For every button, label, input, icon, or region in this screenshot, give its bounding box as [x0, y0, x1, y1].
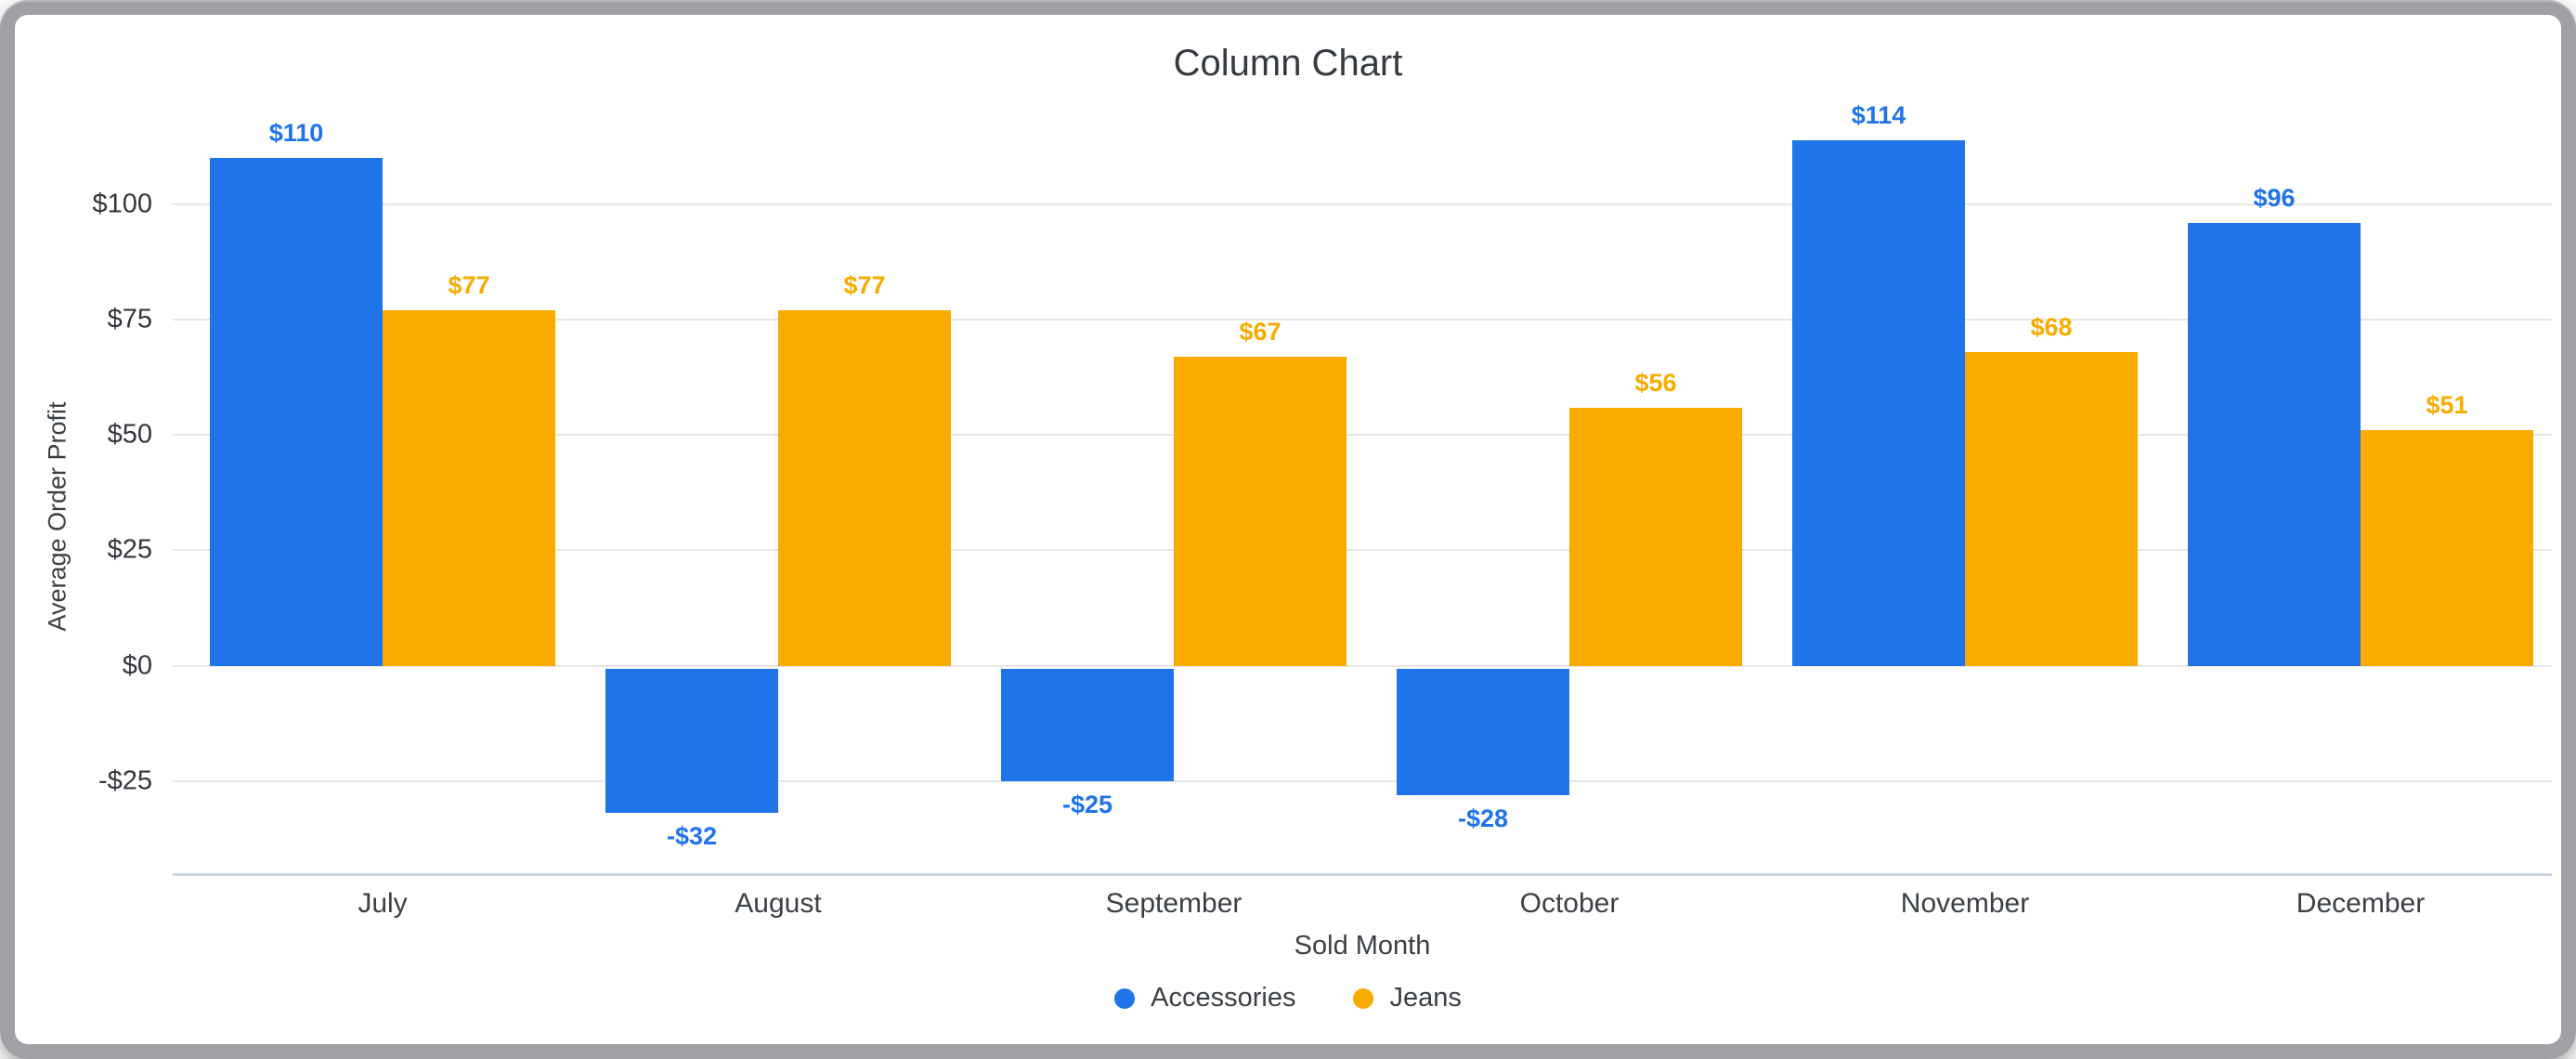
chart-legend: Accessories Jeans: [15, 983, 2561, 1013]
x-tick-label-december: December: [2296, 888, 2426, 919]
bar-accessories-october[interactable]: [1397, 668, 1569, 795]
bar-label: $96: [2253, 183, 2296, 212]
bar-label: $110: [268, 119, 324, 148]
x-tick-label-november: November: [1900, 888, 2030, 919]
bar-label: $77: [843, 271, 886, 300]
bar-label: $56: [1634, 368, 1677, 397]
gridline--25: [173, 779, 2552, 782]
bar-label: -$25: [1061, 790, 1113, 818]
chart-card: Column Chart Average Order Profit $100 $7…: [15, 15, 2561, 1044]
bar-accessories-august[interactable]: [605, 668, 778, 814]
x-tick-label-july: July: [358, 888, 408, 919]
chart-title: Column Chart: [1173, 43, 1403, 84]
legend-label: Accessories: [1151, 983, 1296, 1013]
bar-jeans-july[interactable]: [383, 310, 555, 666]
bar-jeans-august[interactable]: [778, 310, 951, 666]
x-tick-label-october: October: [1519, 888, 1620, 919]
y-tick-label: $50: [107, 419, 152, 450]
y-tick-label: $75: [107, 304, 152, 334]
bar-jeans-september[interactable]: [1174, 356, 1347, 666]
bar-label: $68: [2030, 312, 2073, 341]
bar-accessories-december[interactable]: [2188, 222, 2361, 666]
bar-label: $51: [2426, 391, 2468, 420]
bar-accessories-november[interactable]: [1792, 139, 1965, 666]
bar-jeans-october[interactable]: [1569, 407, 1742, 666]
bar-accessories-july[interactable]: [210, 158, 383, 666]
gridline-50: [173, 434, 2552, 437]
bar-label: $114: [1851, 100, 1906, 129]
legend-item-accessories[interactable]: Accessories: [1114, 983, 1295, 1013]
plot-area: $100 $75 $50 $25 $0 -$25 $110 -$32 -$25 -$28 $114 $…: [15, 15, 2561, 1044]
bar-jeans-december[interactable]: [2361, 430, 2533, 666]
x-axis-line: [173, 873, 2552, 876]
y-tick-label: $100: [92, 189, 152, 219]
gridline-100: [173, 203, 2552, 206]
gridline-75: [173, 319, 2552, 321]
x-axis-title: Sold Month: [1294, 931, 1431, 961]
x-tick-label-september: September: [1105, 888, 1242, 919]
y-tick-label: $0: [122, 650, 152, 681]
gridline-25: [173, 549, 2552, 552]
bar-label: $67: [1239, 317, 1281, 346]
legend-dot-icon: [1114, 987, 1136, 1009]
legend-dot-icon: [1353, 987, 1374, 1009]
y-tick-label: -$25: [98, 765, 152, 796]
bar-jeans-november[interactable]: [1965, 351, 2138, 666]
bar-label: $77: [448, 271, 490, 300]
x-tick-label-august: August: [735, 888, 822, 919]
legend-item-jeans[interactable]: Jeans: [1353, 983, 1462, 1013]
y-tick-label: $25: [107, 534, 152, 565]
bar-label: -$32: [666, 822, 718, 851]
legend-label: Jeans: [1389, 983, 1462, 1013]
bar-accessories-september[interactable]: [1001, 668, 1174, 781]
bar-label: -$28: [1457, 804, 1509, 832]
gridline-0: [173, 664, 2552, 667]
